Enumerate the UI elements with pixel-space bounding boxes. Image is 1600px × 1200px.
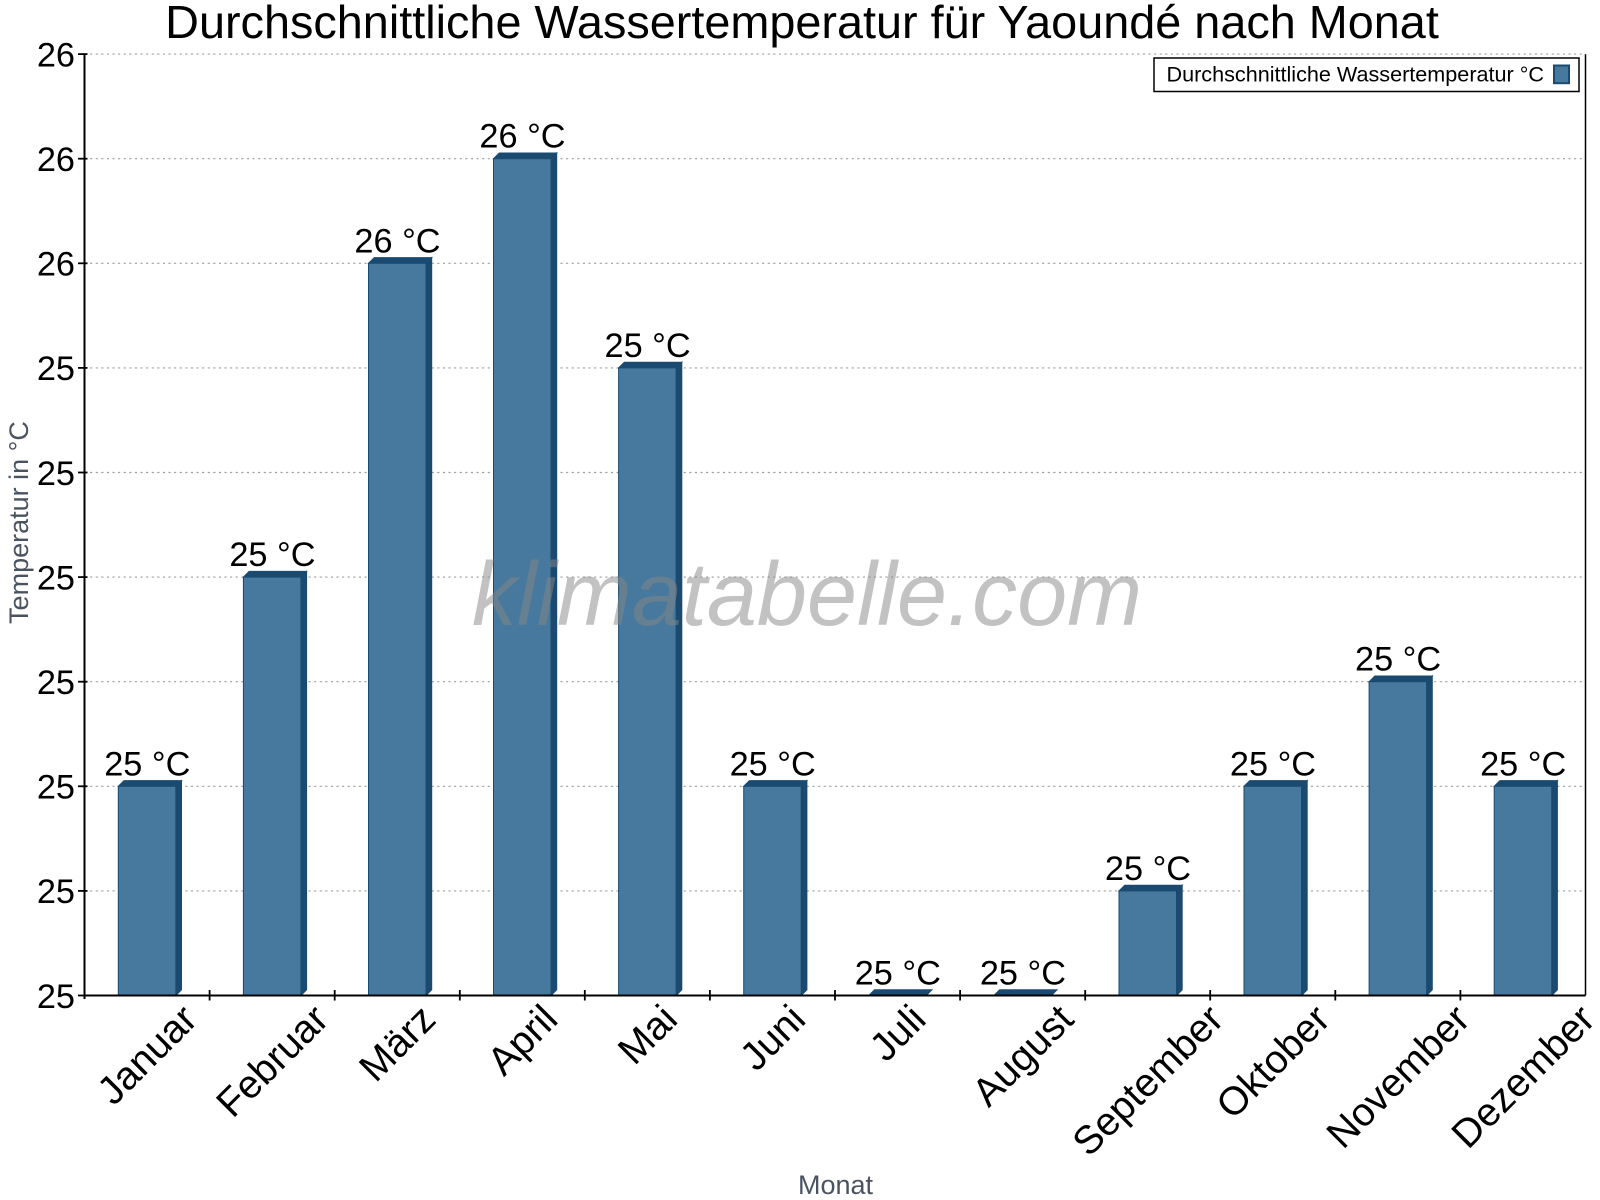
svg-text:25 °C: 25 °C (730, 745, 816, 783)
svg-text:25 °C: 25 °C (104, 745, 190, 783)
svg-text:25 °C: 25 °C (1355, 641, 1441, 679)
svg-text:25: 25 (37, 455, 75, 493)
svg-text:25 °C: 25 °C (1480, 745, 1566, 783)
svg-text:25: 25 (37, 350, 75, 388)
svg-text:25: 25 (37, 769, 75, 807)
svg-text:Monat: Monat (798, 1170, 874, 1200)
svg-text:klimatabelle.com: klimatabelle.com (472, 545, 1142, 645)
svg-text:25: 25 (37, 664, 75, 702)
svg-text:26 °C: 26 °C (354, 222, 440, 260)
svg-text:25 °C: 25 °C (605, 327, 691, 365)
svg-text:25: 25 (37, 978, 75, 1016)
svg-text:26: 26 (37, 36, 75, 74)
svg-text:25 °C: 25 °C (980, 955, 1066, 993)
svg-text:25: 25 (37, 873, 75, 911)
svg-text:Temperatur in °C: Temperatur in °C (4, 421, 34, 624)
svg-text:25 °C: 25 °C (229, 536, 315, 574)
svg-text:Durchschnittliche Wassertemper: Durchschnittliche Wassertemperatur für Y… (165, 0, 1439, 48)
svg-text:Durchschnittliche Wassertemper: Durchschnittliche Wassertemperatur °C (1167, 62, 1544, 87)
svg-text:25 °C: 25 °C (1230, 745, 1316, 783)
svg-text:26: 26 (37, 141, 75, 179)
svg-text:25 °C: 25 °C (855, 955, 941, 993)
svg-text:25 °C: 25 °C (1105, 850, 1191, 888)
svg-text:26: 26 (37, 246, 75, 284)
svg-text:25: 25 (37, 559, 75, 597)
svg-text:26 °C: 26 °C (479, 118, 565, 156)
